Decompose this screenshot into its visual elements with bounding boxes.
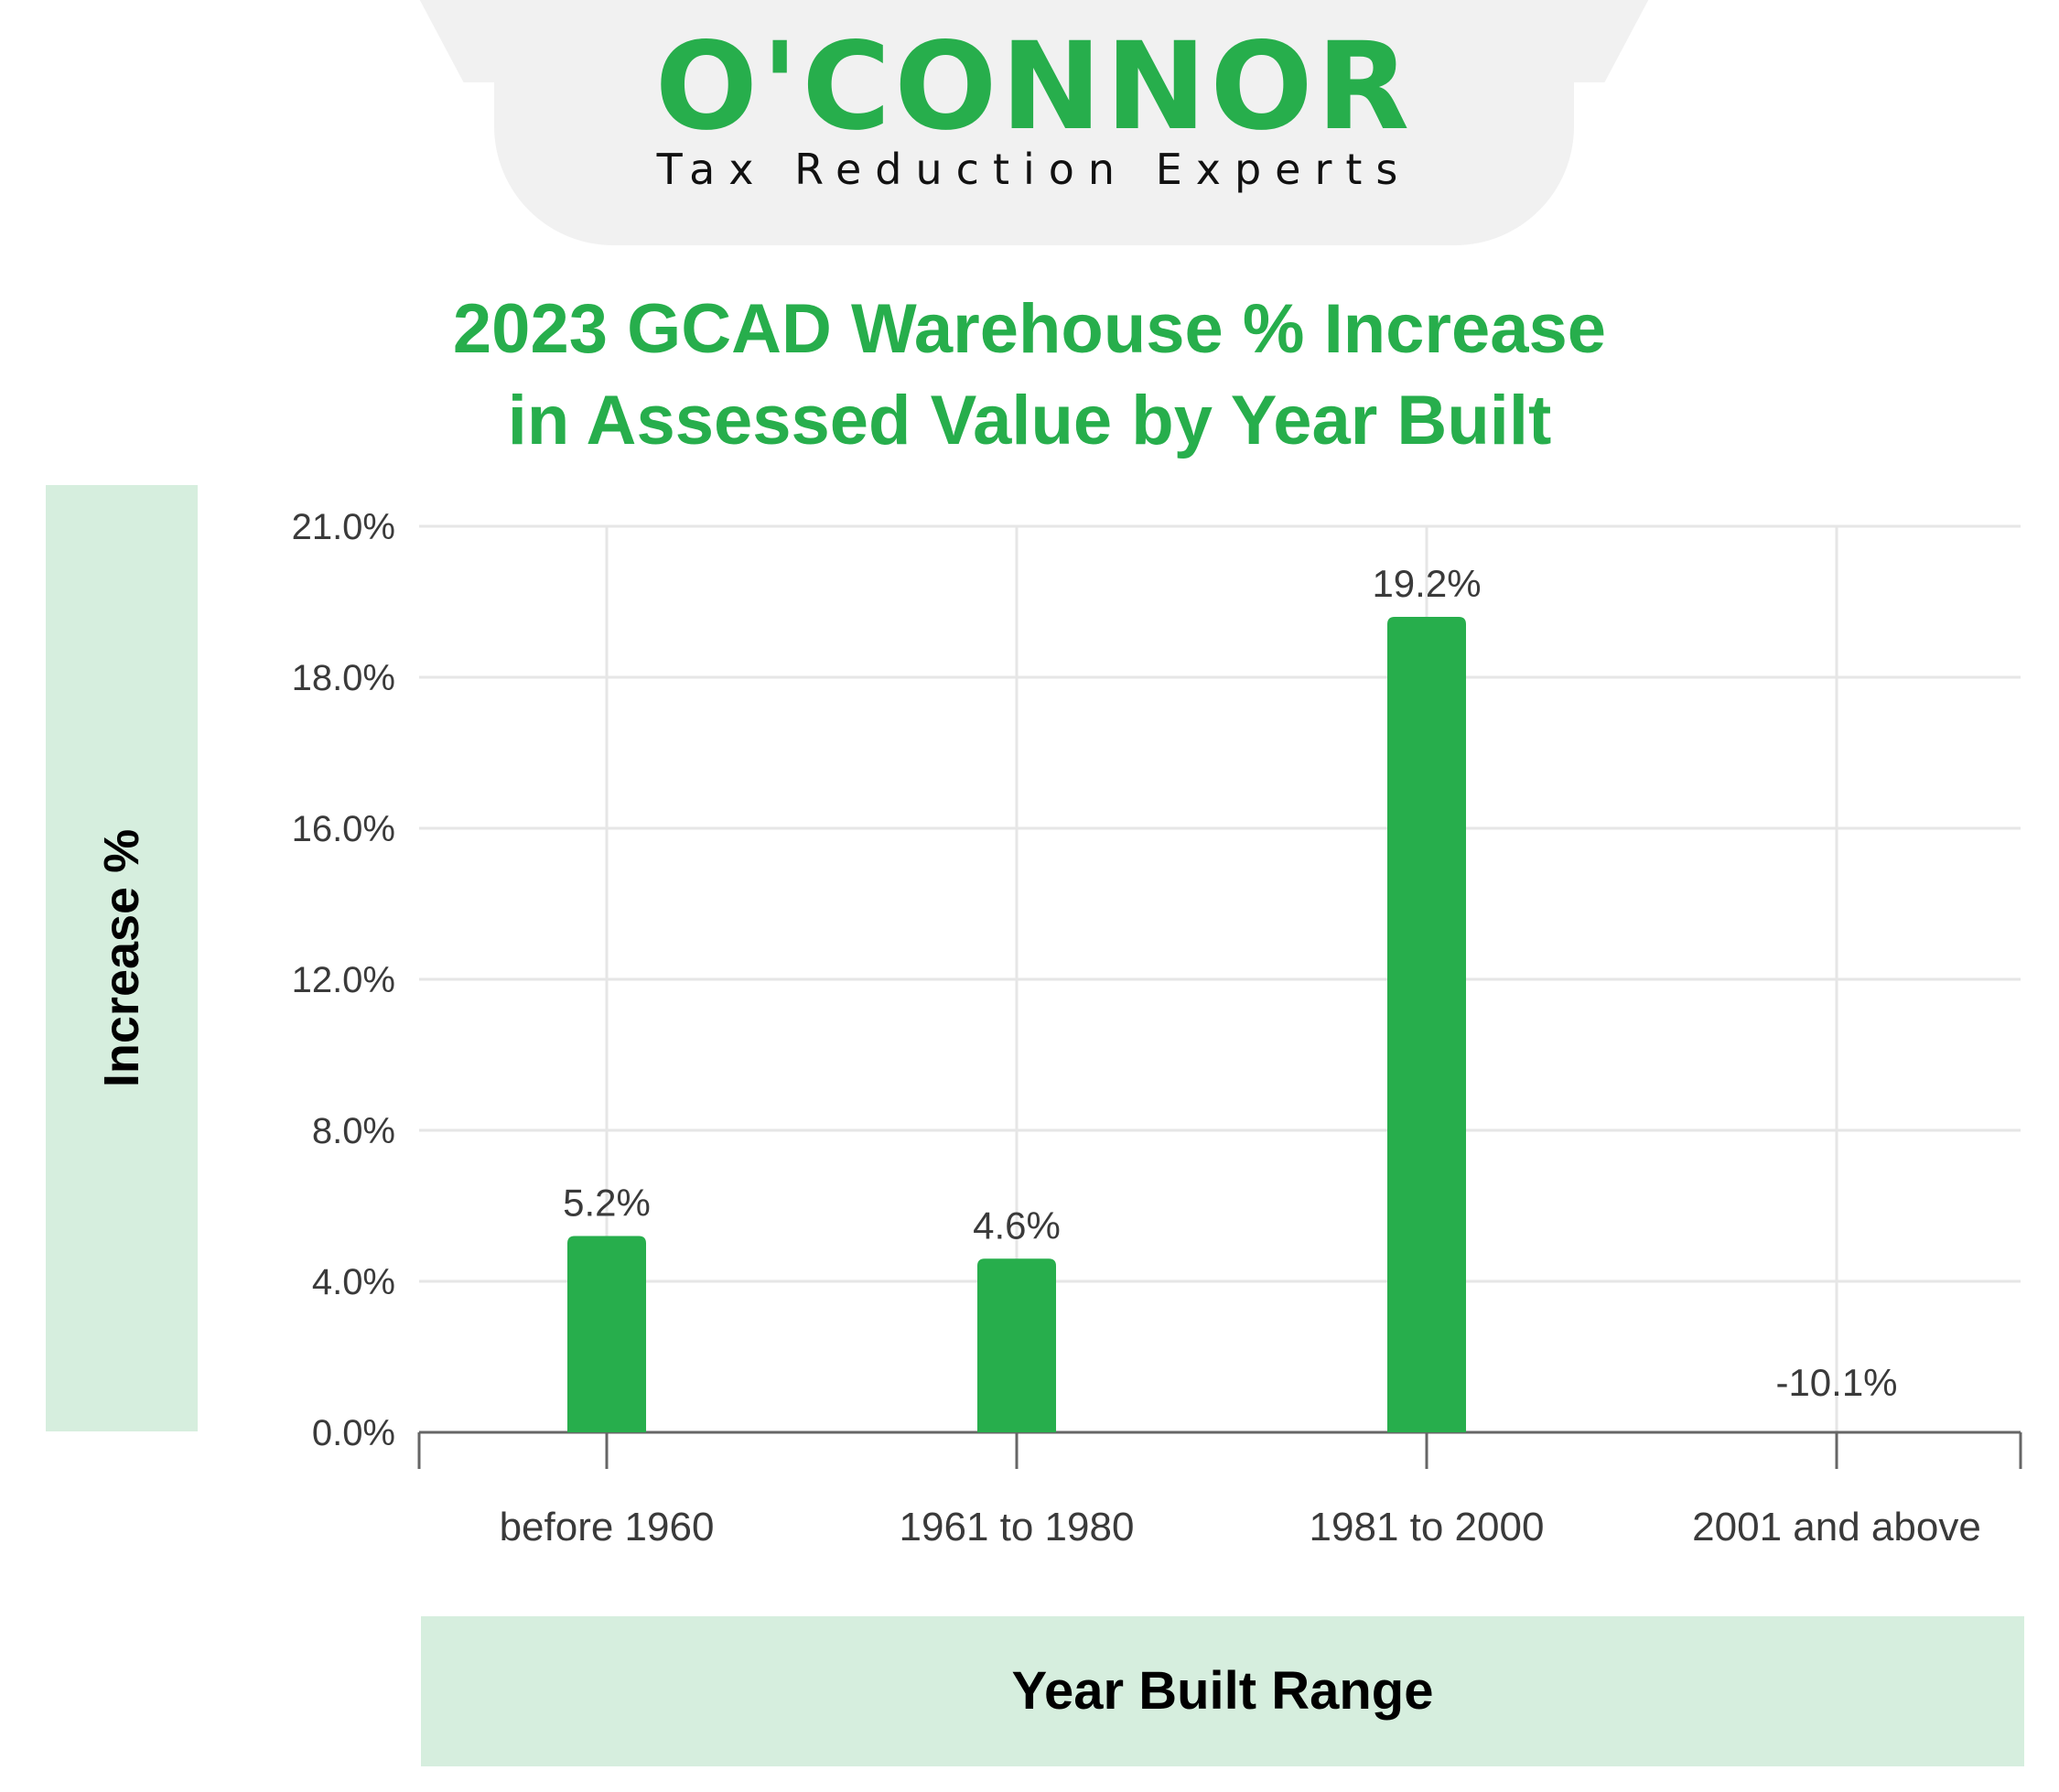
bar — [977, 1258, 1056, 1432]
y-axis-label-panel — [46, 485, 198, 1431]
y-tick-label: 12.0% — [292, 960, 395, 1000]
bar — [1387, 617, 1466, 1432]
brand-logo: O'CONNOR — [654, 16, 1414, 157]
x-tick-label: before 1960 — [500, 1505, 715, 1549]
x-axis-label-panel: Year Built Range — [421, 1616, 2024, 1766]
y-tick-label: 4.0% — [312, 1262, 395, 1302]
y-tick-label: 21.0% — [292, 507, 395, 547]
brand-header: O'CONNOR Tax Reduction Experts — [494, 0, 1574, 245]
data-label: 5.2% — [563, 1182, 651, 1225]
y-tick-label: 8.0% — [312, 1111, 395, 1151]
data-label: 19.2% — [1372, 562, 1481, 605]
y-tick-label: 16.0% — [292, 809, 395, 849]
data-label: 4.6% — [973, 1204, 1061, 1247]
x-tick-label: 2001 and above — [1692, 1505, 1981, 1549]
x-axis-title: Year Built Range — [1011, 1661, 1434, 1721]
x-tick-label: 1981 to 2000 — [1310, 1505, 1545, 1549]
y-tick-label: 18.0% — [292, 658, 395, 698]
brand-tagline: Tax Reduction Experts — [656, 145, 1412, 194]
chart-title-line2: in Assessed Value by Year Built — [507, 382, 1552, 459]
bar — [567, 1236, 646, 1432]
x-tick-label: 1961 to 1980 — [900, 1505, 1135, 1549]
chart-title-line1: 2023 GCAD Warehouse % Increase — [452, 290, 1607, 368]
y-tick-label: 0.0% — [312, 1413, 395, 1453]
data-label: -10.1% — [1775, 1361, 1897, 1404]
